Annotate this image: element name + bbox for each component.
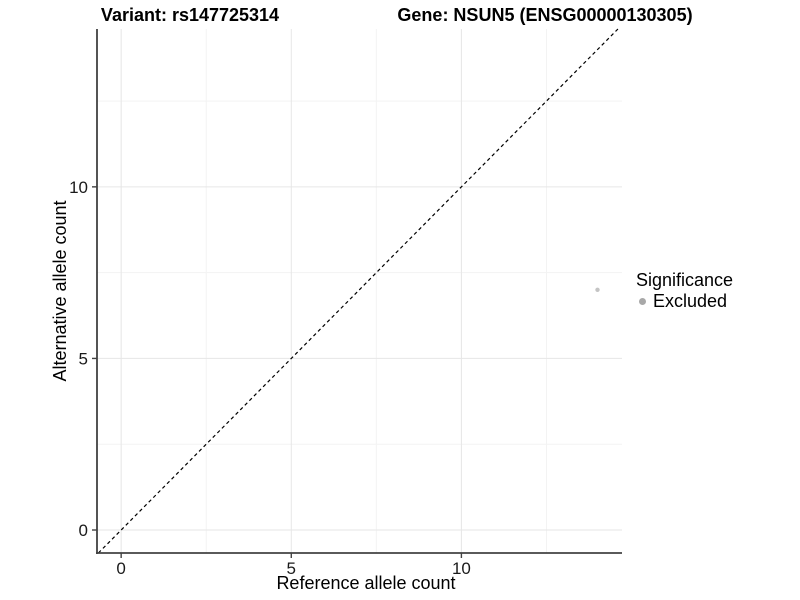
variant-title: Variant: rs147725314	[100, 5, 280, 25]
legend-title: Significance	[636, 270, 734, 290]
y-axis-title: Alternative allele count	[50, 200, 70, 382]
y-tick-label: 0	[79, 521, 88, 540]
x-tick-label: 5	[287, 559, 296, 578]
identity-dashed-line	[97, 28, 619, 554]
x-axis-title: Reference allele count	[276, 573, 456, 593]
y-tick-label: 5	[79, 349, 88, 368]
legend-item: Excluded	[636, 291, 733, 312]
x-tick-label: 0	[116, 559, 125, 578]
y-tick-label: 10	[69, 178, 88, 197]
data-point	[595, 287, 600, 292]
legend: Significance Excluded	[636, 270, 733, 312]
gene-title: Gene: NSUN5 (ENSG00000130305)	[397, 5, 693, 25]
x-tick-label: 10	[452, 559, 471, 578]
legend-key-circle-icon	[639, 298, 646, 305]
legend-item-label: Excluded	[653, 291, 728, 311]
